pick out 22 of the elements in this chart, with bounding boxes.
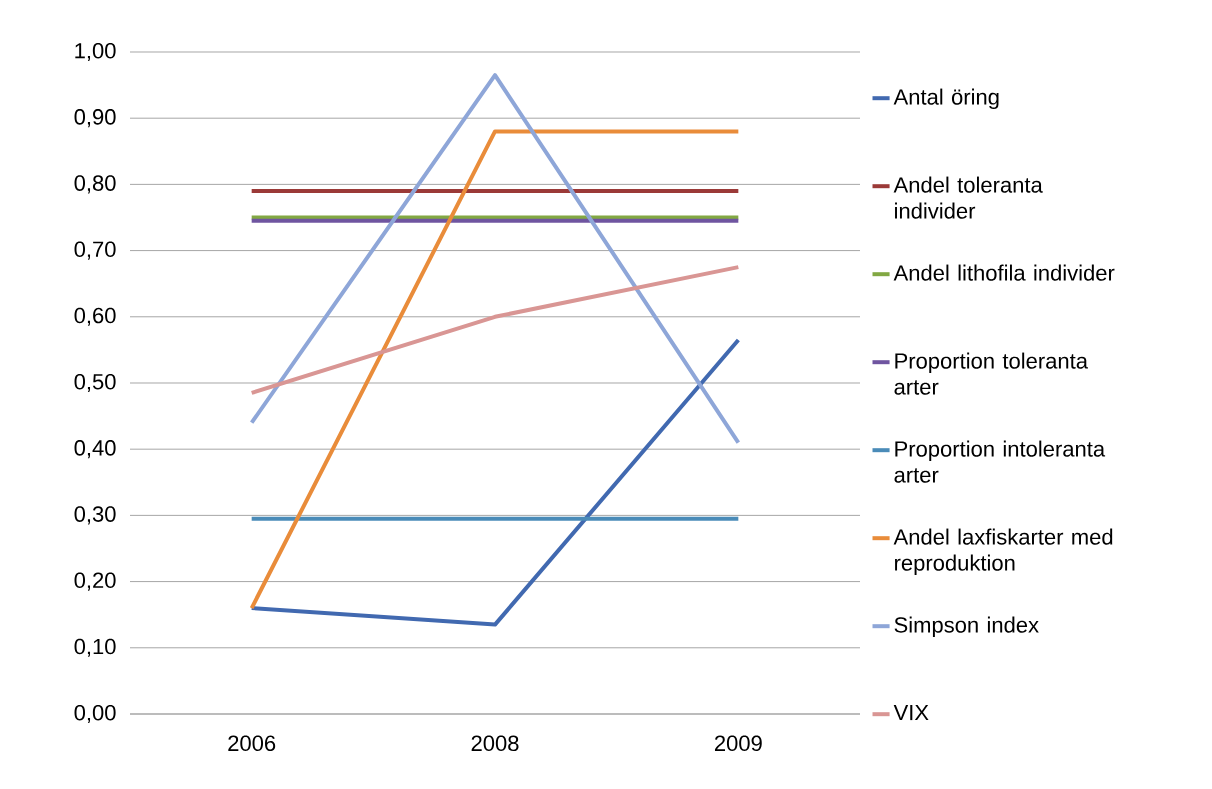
legend-label: Andel lithofila individer	[893, 264, 1115, 281]
legend-label: Antal öring	[893, 88, 999, 110]
x-tick-label: 2006	[228, 735, 276, 752]
y-tick-label: 0,20	[74, 572, 116, 591]
y-tick-label: 0,50	[74, 373, 116, 393]
legend-label: Andel laxfiskarter med reproduktion	[893, 528, 1113, 576]
y-tick-label: 0,60	[74, 307, 116, 326]
y-tick-label: 0,40	[74, 440, 116, 459]
legend-label: Proportion toleranta arter	[894, 352, 1088, 395]
y-tick-label: 0,30	[74, 506, 116, 525]
y-tick-label: 0,00	[74, 704, 116, 724]
x-tick-label: 2009	[714, 735, 762, 752]
y-tick-label: 1,00	[75, 42, 116, 62]
x-tick-label: 2008	[471, 735, 519, 752]
legend-label: Simpson index	[894, 616, 1039, 638]
legend-label: Andel toleranta individer	[893, 176, 1043, 219]
y-tick-label: 0,70	[74, 241, 116, 260]
y-tick-label: 0,80	[74, 175, 116, 194]
legend-label: Proportion intoleranta arter	[894, 440, 1106, 483]
legend-label: VIX	[893, 704, 929, 721]
y-tick-label: 0,90	[74, 109, 116, 128]
y-tick-label: 0,10	[74, 638, 116, 657]
